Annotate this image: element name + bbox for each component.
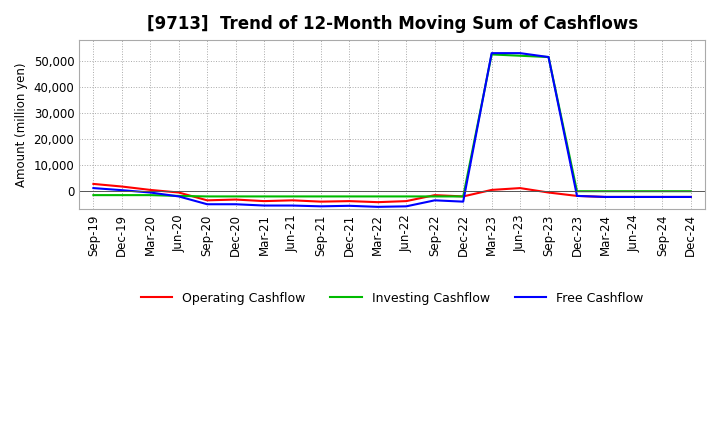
Investing Cashflow xyxy=(431,194,439,199)
Operating Cashflow xyxy=(317,199,325,204)
Operating Cashflow xyxy=(431,192,439,198)
Operating Cashflow xyxy=(174,190,183,195)
Free Cashflow xyxy=(686,194,695,200)
Free Cashflow xyxy=(601,194,610,200)
Investing Cashflow xyxy=(402,194,410,199)
Operating Cashflow xyxy=(89,181,98,187)
Operating Cashflow xyxy=(345,198,354,204)
Operating Cashflow xyxy=(487,187,496,193)
Investing Cashflow xyxy=(658,189,667,194)
Investing Cashflow xyxy=(459,194,467,199)
Investing Cashflow xyxy=(203,194,212,199)
Free Cashflow xyxy=(174,194,183,199)
Operating Cashflow xyxy=(260,198,269,204)
Investing Cashflow xyxy=(174,193,183,198)
Operating Cashflow xyxy=(203,198,212,203)
Operating Cashflow xyxy=(658,194,667,200)
Free Cashflow xyxy=(544,55,553,60)
Operating Cashflow xyxy=(459,194,467,199)
Free Cashflow xyxy=(374,204,382,209)
Investing Cashflow xyxy=(345,194,354,199)
Investing Cashflow xyxy=(231,194,240,199)
Free Cashflow xyxy=(487,51,496,56)
Free Cashflow xyxy=(317,204,325,209)
Operating Cashflow xyxy=(572,193,581,198)
Free Cashflow xyxy=(146,190,155,195)
Investing Cashflow xyxy=(544,55,553,60)
Operating Cashflow xyxy=(629,194,638,200)
Investing Cashflow xyxy=(374,194,382,199)
Free Cashflow xyxy=(629,194,638,200)
Operating Cashflow xyxy=(374,199,382,205)
Investing Cashflow xyxy=(487,52,496,57)
Operating Cashflow xyxy=(544,190,553,195)
Free Cashflow xyxy=(117,187,126,193)
Investing Cashflow xyxy=(146,192,155,198)
Investing Cashflow xyxy=(288,194,297,199)
Free Cashflow xyxy=(260,203,269,208)
Line: Operating Cashflow: Operating Cashflow xyxy=(94,184,690,202)
Title: [9713]  Trend of 12-Month Moving Sum of Cashflows: [9713] Trend of 12-Month Moving Sum of C… xyxy=(147,15,638,33)
Operating Cashflow xyxy=(146,187,155,193)
Line: Free Cashflow: Free Cashflow xyxy=(94,53,690,207)
Free Cashflow xyxy=(516,51,524,56)
Operating Cashflow xyxy=(601,194,610,200)
Operating Cashflow xyxy=(117,184,126,189)
Free Cashflow xyxy=(402,204,410,209)
Operating Cashflow xyxy=(402,198,410,204)
Investing Cashflow xyxy=(601,189,610,194)
Free Cashflow xyxy=(89,185,98,191)
Free Cashflow xyxy=(231,202,240,207)
Operating Cashflow xyxy=(686,194,695,200)
Legend: Operating Cashflow, Investing Cashflow, Free Cashflow: Operating Cashflow, Investing Cashflow, … xyxy=(136,287,649,310)
Free Cashflow xyxy=(203,202,212,207)
Y-axis label: Amount (million yen): Amount (million yen) xyxy=(15,62,28,187)
Free Cashflow xyxy=(288,203,297,208)
Free Cashflow xyxy=(658,194,667,200)
Investing Cashflow xyxy=(317,194,325,199)
Free Cashflow xyxy=(459,199,467,204)
Investing Cashflow xyxy=(516,53,524,59)
Investing Cashflow xyxy=(572,189,581,194)
Investing Cashflow xyxy=(260,194,269,199)
Free Cashflow xyxy=(572,193,581,198)
Investing Cashflow xyxy=(117,192,126,198)
Investing Cashflow xyxy=(629,189,638,194)
Free Cashflow xyxy=(431,198,439,203)
Free Cashflow xyxy=(345,203,354,209)
Line: Investing Cashflow: Investing Cashflow xyxy=(94,55,690,196)
Operating Cashflow xyxy=(231,197,240,202)
Operating Cashflow xyxy=(288,198,297,203)
Investing Cashflow xyxy=(89,192,98,198)
Investing Cashflow xyxy=(686,189,695,194)
Operating Cashflow xyxy=(516,185,524,191)
